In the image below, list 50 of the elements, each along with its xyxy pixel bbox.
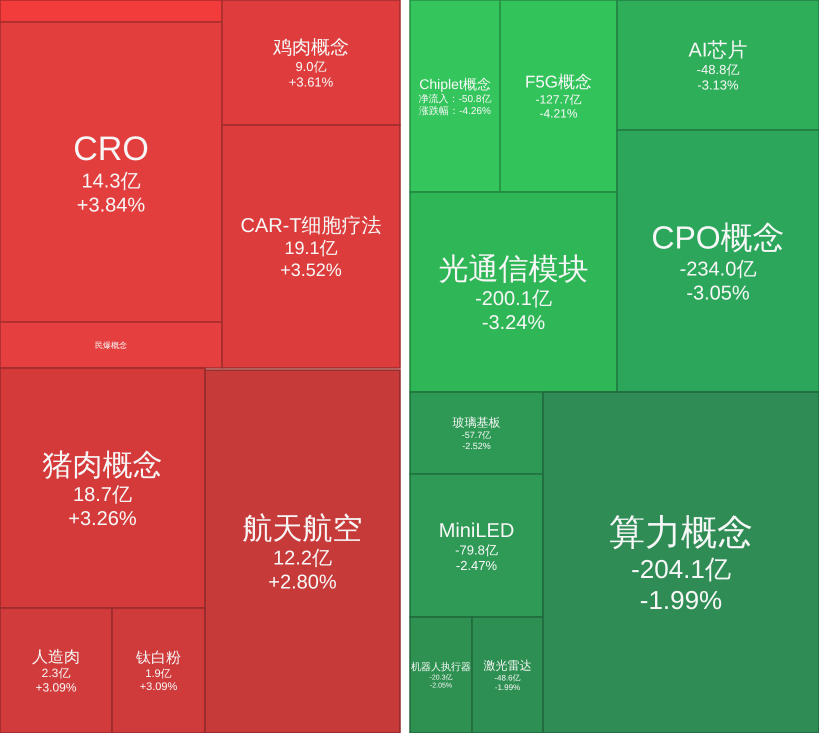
name: 光通信模块 (438, 252, 588, 286)
name: AI芯片 (688, 40, 748, 62)
name: Chiplet概念 (419, 76, 491, 92)
label1: -3.13% (697, 77, 739, 92)
label1: +3.09% (35, 680, 77, 695)
label0: -127.7亿 (535, 92, 582, 106)
name: CPO概念 (651, 220, 785, 256)
label1: 涨跌幅：-4.26% (419, 106, 491, 117)
name: 算力概念 (609, 511, 753, 552)
label1: +3.09% (140, 681, 178, 694)
label1: -1.99% (494, 682, 520, 692)
name: 鸡肉概念 (273, 38, 349, 59)
name: 民爆概念 (95, 340, 127, 350)
name: CAR-T细胞疗法 (240, 215, 382, 238)
name: 机器人执行器 (411, 662, 471, 674)
label1: +2.80% (268, 572, 337, 594)
label0: 2.3亿 (42, 666, 70, 680)
label1: -3.05% (686, 282, 750, 304)
label0: 18.7亿 (73, 484, 132, 506)
label1: -3.24% (482, 312, 546, 334)
label1: +3.52% (280, 260, 342, 280)
label1: +3.84% (76, 194, 146, 217)
name: 人造肉 (32, 648, 80, 666)
label0: -48.8亿 (696, 62, 740, 77)
name: 钛白粉 (136, 650, 181, 667)
label0: 19.1亿 (284, 238, 338, 258)
label0: 9.0亿 (295, 58, 327, 74)
label0: -57.7亿 (462, 430, 492, 440)
label1: +3.26% (68, 508, 137, 530)
name: CRO (73, 130, 149, 168)
label1: -1.99% (640, 585, 722, 616)
label0: -48.6亿 (494, 673, 521, 682)
label0: 12.2亿 (273, 548, 332, 570)
name: 猪肉概念 (42, 448, 162, 482)
name: 激光雷达 (484, 658, 532, 673)
label0: 净流入：-50.8亿 (418, 94, 492, 105)
label0: -79.8亿 (455, 542, 498, 558)
label1: -2.47% (456, 558, 498, 573)
name: 玻璃基板 (452, 416, 500, 430)
label0: -234.0亿 (680, 258, 756, 280)
name: F5G概念 (524, 72, 592, 92)
label1: -2.52% (462, 440, 491, 451)
label1: -4.21% (539, 106, 578, 121)
name: MiniLED (438, 520, 514, 542)
name: 航天航空 (242, 512, 362, 546)
label0: -200.1亿 (475, 288, 552, 310)
label0: -204.1亿 (631, 554, 731, 584)
label1: +3.61% (288, 74, 334, 90)
label0: 1.9亿 (145, 668, 172, 680)
label0: 14.3亿 (82, 170, 140, 193)
